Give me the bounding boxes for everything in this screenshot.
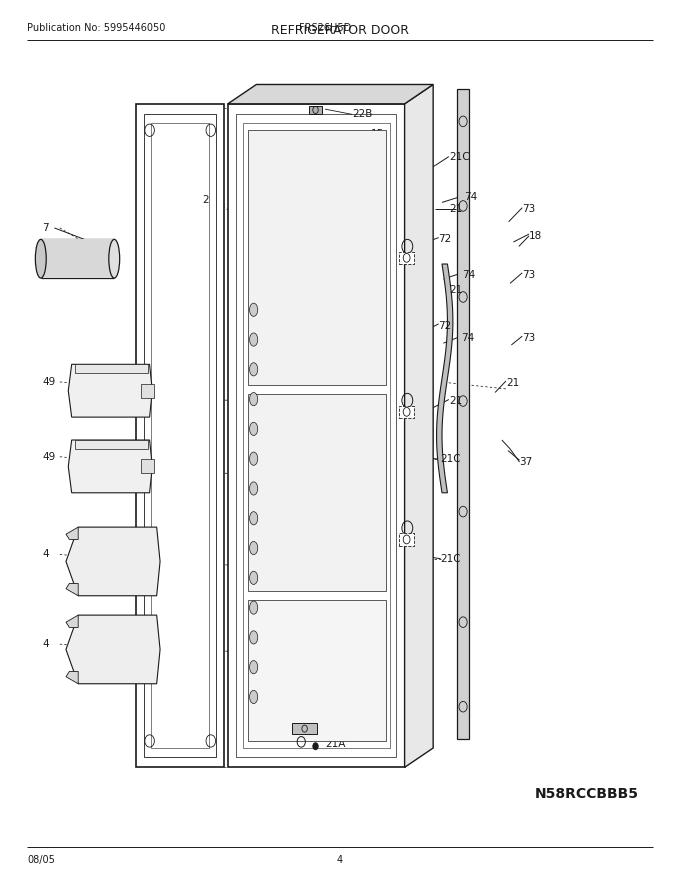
Bar [228, 104, 405, 767]
Bar [399, 533, 414, 546]
Text: 37: 37 [520, 457, 532, 467]
Text: 21A: 21A [325, 738, 345, 749]
Ellipse shape [250, 392, 258, 406]
Text: 72: 72 [439, 234, 452, 245]
Ellipse shape [250, 631, 258, 644]
Polygon shape [437, 264, 453, 493]
Text: 21: 21 [449, 285, 462, 296]
Text: 08/05: 08/05 [27, 855, 55, 865]
Ellipse shape [35, 239, 46, 278]
Bar [141, 384, 154, 398]
Ellipse shape [250, 333, 258, 346]
Polygon shape [66, 583, 78, 596]
Ellipse shape [250, 541, 258, 554]
Ellipse shape [250, 690, 258, 704]
Ellipse shape [250, 661, 258, 674]
Text: 2: 2 [203, 194, 209, 205]
Polygon shape [68, 364, 152, 417]
Polygon shape [66, 527, 78, 539]
Bar [243, 123, 390, 748]
Text: 15: 15 [371, 128, 384, 139]
Ellipse shape [250, 482, 258, 495]
Polygon shape [66, 527, 160, 596]
Ellipse shape [250, 422, 258, 436]
Bar [151, 123, 209, 748]
Ellipse shape [250, 363, 258, 376]
Bar [141, 459, 154, 473]
Text: 4: 4 [42, 549, 49, 560]
Text: 21C: 21C [441, 454, 461, 465]
Text: 13: 13 [347, 702, 360, 713]
Bar [457, 89, 469, 739]
Text: N58RCCBBB5: N58RCCBBB5 [535, 787, 639, 801]
Bar [75, 364, 148, 373]
Text: 21: 21 [449, 396, 462, 407]
Ellipse shape [250, 571, 258, 584]
Text: 49: 49 [42, 451, 55, 462]
Text: REFRIGERATOR DOOR: REFRIGERATOR DOOR [271, 24, 409, 37]
Polygon shape [66, 615, 160, 684]
Text: Publication No: 5995446050: Publication No: 5995446050 [27, 23, 165, 33]
Bar [236, 114, 396, 757]
Text: 74: 74 [462, 269, 475, 280]
Text: 21: 21 [506, 378, 519, 388]
Ellipse shape [250, 601, 258, 614]
Text: 21: 21 [449, 204, 462, 215]
Ellipse shape [250, 303, 258, 317]
Bar [399, 406, 414, 418]
Ellipse shape [109, 239, 120, 278]
Bar [75, 440, 148, 449]
Text: 22B: 22B [352, 109, 373, 120]
Bar [248, 600, 386, 741]
Bar [399, 252, 414, 264]
Ellipse shape [250, 511, 258, 524]
Bar [309, 106, 322, 114]
Text: 7: 7 [42, 223, 49, 233]
Polygon shape [68, 440, 152, 493]
Bar [292, 723, 317, 734]
Polygon shape [66, 671, 78, 684]
Text: 74: 74 [461, 333, 474, 343]
Text: 72: 72 [439, 320, 452, 331]
Text: 4: 4 [337, 855, 343, 865]
Text: 73: 73 [522, 269, 535, 280]
Text: 49: 49 [42, 377, 55, 387]
Text: 18: 18 [529, 231, 542, 241]
Bar [41, 239, 114, 278]
Polygon shape [405, 84, 433, 767]
Polygon shape [66, 615, 78, 627]
Ellipse shape [250, 452, 258, 466]
Bar [248, 394, 386, 591]
Polygon shape [228, 84, 433, 104]
Circle shape [313, 743, 318, 750]
Bar [136, 104, 224, 767]
Text: 21C: 21C [449, 151, 469, 162]
Text: 73: 73 [522, 333, 535, 343]
Text: FRS26H5D: FRS26H5D [299, 23, 352, 33]
Text: 73: 73 [522, 204, 535, 215]
Bar [144, 114, 216, 757]
Text: 21C: 21C [441, 554, 461, 564]
Text: 4: 4 [42, 639, 49, 649]
Bar [248, 130, 386, 385]
Text: 22: 22 [292, 722, 305, 733]
Text: 74: 74 [464, 192, 477, 202]
